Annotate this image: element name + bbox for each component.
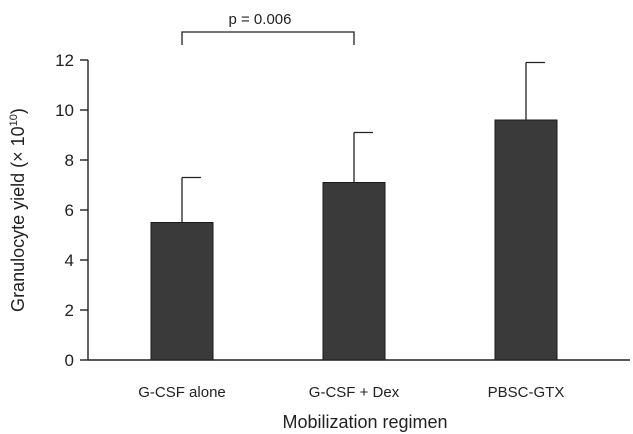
y-axis-title-main: Granulocyte yield ( (8, 162, 28, 312)
significance-bracket (181, 31, 355, 45)
x-axis: G-CSF alone G-CSF + Dex PBSC-GTX (88, 359, 630, 401)
y-tick-label: 12 (55, 51, 74, 70)
x-tick-label: PBSC-GTX (488, 384, 565, 401)
bar (494, 119, 558, 361)
bar (322, 182, 386, 361)
y-tick-label: 10 (55, 101, 74, 120)
y-axis: 0 2 4 6 8 10 12 (55, 51, 89, 370)
x-tick-label: G-CSF alone (138, 384, 226, 401)
y-axis-title: Granulocyte yield (× 1010) (8, 108, 28, 312)
x-axis-title: Mobilization regimen (282, 412, 447, 432)
bar (150, 222, 214, 361)
annotations: p = 0.006 (181, 11, 355, 45)
x-tick-label: G-CSF + Dex (309, 384, 400, 401)
y-tick-label: 8 (65, 151, 74, 170)
y-tick-label: 0 (65, 351, 74, 370)
y-axis-title-close: ) (8, 108, 28, 114)
p-value-label: p = 0.006 (229, 11, 292, 28)
bars (150, 61, 558, 361)
y-tick-label: 6 (65, 201, 74, 220)
y-axis-title-exp: 10 (8, 114, 20, 126)
y-tick-label: 2 (65, 301, 74, 320)
y-axis-title-times: × 10 (8, 126, 28, 162)
y-tick-label: 4 (65, 251, 74, 270)
